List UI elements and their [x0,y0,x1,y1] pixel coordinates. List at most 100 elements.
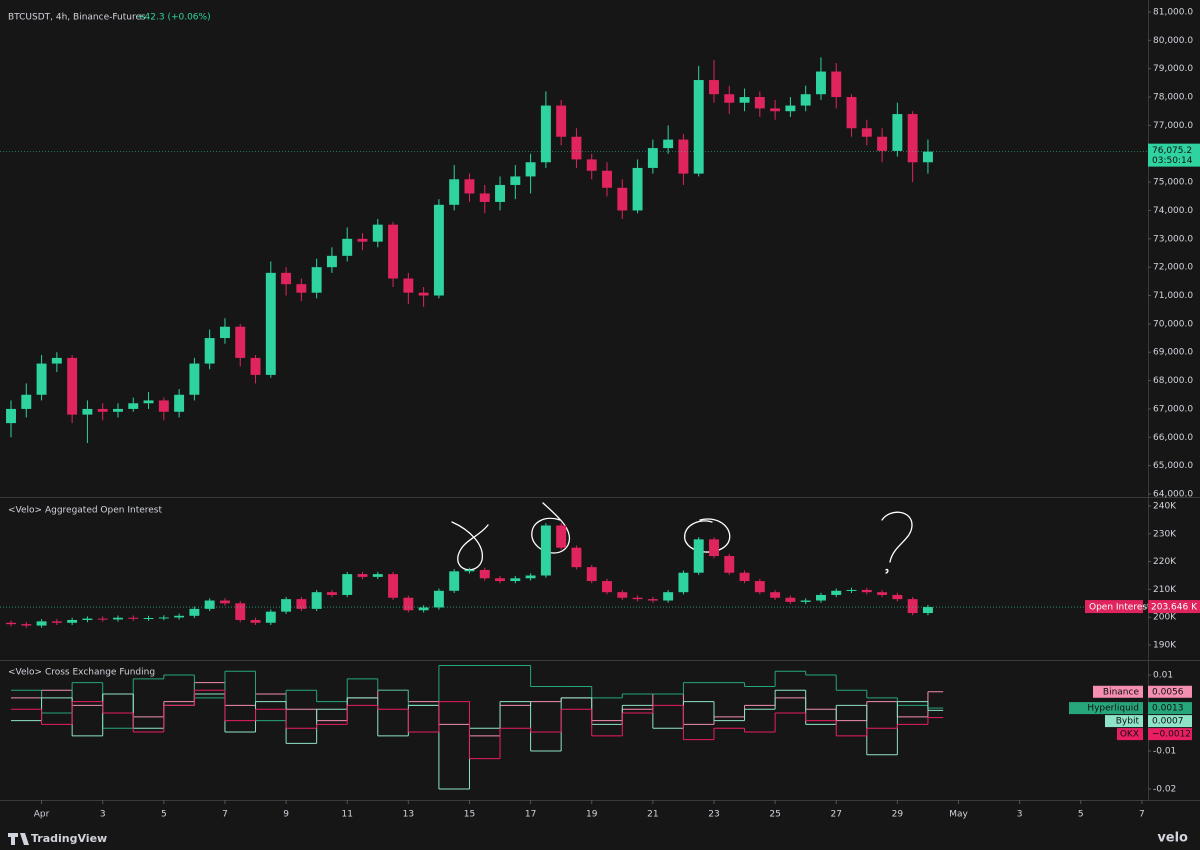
candle-body [97,618,108,620]
y-tick-label: 72,000.0 [1153,263,1193,273]
y-tick-label: 66,000.0 [1153,433,1193,443]
candle-body [403,278,414,293]
price-change: +42.3 (+0.06%) [137,13,211,23]
y-tick-label: 74,000.0 [1153,206,1193,216]
annotation-question-mark [881,511,913,574]
x-tick-label: 17 [525,810,536,820]
candle-body [143,400,154,404]
y-tick-label: 220K [1153,557,1177,567]
candle-body [204,338,215,364]
candle-body [174,394,185,412]
countdown: 03:50:14 [1152,156,1193,166]
candle-body [724,556,735,573]
legend-name: Binance [1103,687,1140,697]
annotation-circle [684,518,731,553]
candle-body [21,394,32,409]
y-tick-label: 78,000.0 [1153,93,1193,103]
pane-title: <Velo> Aggregated Open Interest [8,506,162,516]
legend-value-box [1148,685,1192,698]
y-tick-label: 67,000.0 [1153,404,1193,414]
x-tick-label: Apr [34,810,50,820]
candle-body [540,525,551,576]
candle-body [540,105,551,163]
candle-body [770,592,781,598]
y-tick-label: 80,000.0 [1153,36,1193,46]
candle-body [21,624,32,626]
x-tick-label: 23 [708,810,719,820]
legend-name-box [1093,685,1143,698]
candle-body [296,599,307,609]
candle-body [632,167,643,211]
candle-body [189,363,200,395]
candle-body [479,569,490,579]
symbol-title: BTCUSDT, 4h, Binance-Futures [8,13,146,23]
candle-body [219,600,230,604]
candle-body [97,408,108,412]
y-tick-label: 210K [1153,585,1177,595]
candle-body [602,581,612,593]
x-tick-label: 29 [892,810,904,820]
x-tick-label: 27 [831,810,842,820]
candle-body [342,238,353,256]
candle-body [449,571,460,591]
legend-name-box [1117,728,1143,741]
candle-body [189,608,200,616]
brand: TradingView [31,832,107,845]
candle-body [709,80,719,95]
candle-body [235,603,246,620]
x-tick-label: 11 [341,810,352,820]
candle-body [433,204,444,296]
last-value-label: 203.646 K [1151,603,1198,613]
y-tick-label: 68,000.0 [1153,376,1193,386]
candle-body [51,357,62,364]
candle-body [800,94,811,106]
candle-body [204,600,215,609]
candle-body [831,71,842,98]
y-tick-label: 190K [1153,640,1177,650]
candle-body [663,139,674,149]
legend-name-box [1105,715,1143,728]
candle-body [219,326,230,339]
candle-body [754,581,765,593]
x-tick-label: 5 [1078,810,1084,820]
legend-value-box [1148,728,1192,741]
candle-body [479,193,490,202]
source-logo: velo [1157,831,1188,846]
candle-body [846,589,857,591]
x-tick-label: 25 [769,810,780,820]
y-tick-label: 71,000.0 [1153,291,1193,301]
candle-body [82,408,93,415]
candle-body [342,574,353,595]
candle-body [785,105,796,112]
candle-body [357,238,368,242]
candle-body [510,578,521,582]
candle-body [388,224,399,279]
x-tick-label: 19 [586,810,598,820]
candle-body [495,184,506,202]
y-tick-label: 70,000.0 [1153,319,1193,329]
candle-body [877,136,888,151]
candle-body [724,94,735,103]
series-name: Open Interest [1089,603,1151,613]
candle-body [922,151,933,163]
series-name-box [1085,600,1143,614]
candle-body [311,267,322,293]
legend-name: OKX [1120,730,1139,740]
y-tick-label: 65,000.0 [1153,461,1193,471]
candle-body [647,148,658,168]
x-tick-label: 15 [464,810,475,820]
candle-body [250,619,261,623]
candle-body [372,224,383,242]
candle-body [464,569,475,572]
candle-body [922,607,933,614]
candle-body [586,159,597,171]
candle-body [693,80,704,174]
candle-body [525,575,536,579]
candle-body [831,590,842,595]
y-tick-label: 69,000.0 [1153,348,1193,358]
legend-name: Hyperliquid [1087,704,1139,714]
candle-body [892,594,903,600]
candle-body [403,597,414,611]
candle-body [525,162,536,177]
